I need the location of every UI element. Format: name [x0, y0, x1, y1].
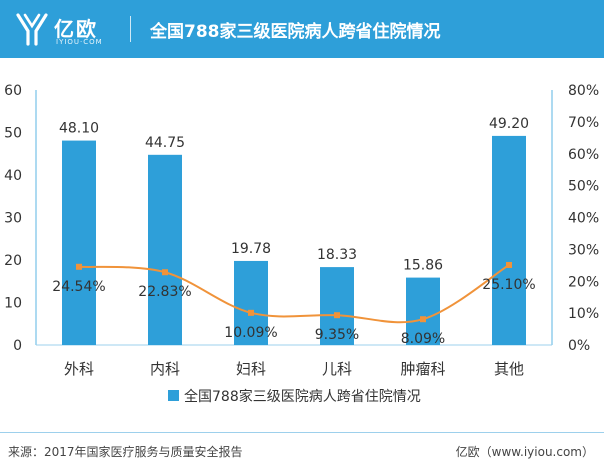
y-right-tick-label: 30% — [568, 242, 599, 258]
y-left-tick-label: 50 — [4, 126, 22, 142]
y-right-tick-label: 0% — [568, 338, 590, 354]
logo-subtext: IYIOU·COM — [56, 38, 103, 46]
line-point — [334, 312, 340, 319]
line-value-label: 9.35% — [315, 327, 359, 343]
logo-text: 亿欧 — [54, 17, 98, 41]
y-right-tick-label: 10% — [568, 306, 599, 322]
bar — [406, 277, 440, 345]
line-point — [76, 263, 82, 270]
bar-value-label: 48.10 — [59, 121, 99, 137]
page-title: 全国788家三级医院病人跨省住院情况 — [150, 22, 441, 42]
y-right-tick-label: 80% — [568, 83, 599, 99]
y-left-tick-label: 0 — [13, 338, 22, 354]
x-category-label: 妇科 — [236, 360, 266, 378]
bar-value-label: 18.33 — [317, 247, 357, 263]
y-left-tick-label: 60 — [4, 83, 22, 99]
legend-swatch — [168, 390, 179, 401]
bar — [492, 135, 526, 345]
bar — [234, 260, 268, 345]
x-category-label: 儿科 — [322, 360, 352, 378]
line-value-label: 25.10% — [482, 277, 535, 293]
bar — [320, 267, 354, 345]
y-left-tick-label: 30 — [4, 211, 22, 227]
bar — [62, 140, 96, 345]
line-value-label: 10.09% — [224, 325, 277, 341]
bar-value-label: 15.86 — [403, 258, 443, 274]
y-right-tick-label: 20% — [568, 274, 599, 290]
credit-note: 亿欧（www.iyiou.com） — [455, 445, 594, 459]
y-left-tick-label: 40 — [4, 168, 22, 184]
header-divider — [130, 16, 131, 42]
line-value-label: 8.09% — [401, 331, 445, 347]
y-right-tick-label: 60% — [568, 147, 599, 163]
y-right-tick-label: 40% — [568, 211, 599, 227]
line-point — [248, 309, 254, 316]
header-banner: 亿欧 IYIOU·COM 全国788家三级医院病人跨省住院情况 — [0, 0, 604, 58]
x-category-label: 外科 — [64, 360, 94, 378]
line-value-label: 24.54% — [52, 279, 105, 295]
x-category-label: 内科 — [150, 360, 180, 378]
x-category-label: 肿瘤科 — [400, 360, 445, 378]
line-value-label: 22.83% — [138, 284, 191, 300]
logo: 亿欧 IYIOU·COM — [14, 9, 124, 49]
series-line — [78, 264, 510, 324]
y-right-tick-label: 70% — [568, 115, 599, 131]
y-right-tick-label: 50% — [568, 179, 599, 195]
line-point — [420, 316, 426, 323]
y-left-tick-label: 10 — [4, 296, 22, 312]
iyiou-logo-icon — [16, 13, 48, 46]
x-category-label: 其他 — [494, 360, 524, 378]
bar — [148, 154, 182, 345]
bar-value-label: 44.75 — [145, 135, 185, 151]
line-point — [162, 269, 168, 276]
legend-label: 全国788家三级医院病人跨省住院情况 — [184, 388, 421, 405]
source-note: 来源：2017年国家医疗服务与质量安全报告 — [8, 445, 243, 459]
bar-value-label: 19.78 — [231, 241, 271, 257]
bar-line-chart: 0 10 20 30 40 50 60 0% 10% 20% 30% 40% 50% 60% 70% 80% 4… — [4, 83, 599, 405]
bar-value-label: 49.20 — [489, 116, 529, 132]
y-left-tick-label: 20 — [4, 253, 22, 269]
line-point — [506, 261, 512, 268]
footer-divider — [0, 432, 604, 433]
